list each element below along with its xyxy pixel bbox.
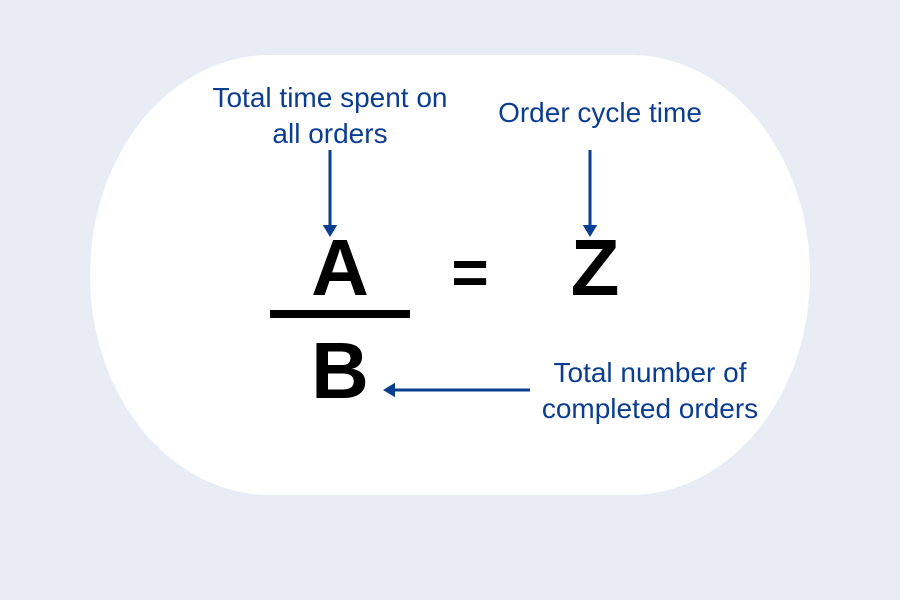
variable-a: A <box>295 222 385 314</box>
label-order-cycle-time: Order cycle time <box>470 95 730 131</box>
label-line: completed orders <box>542 393 758 424</box>
label-completed-orders: Total number of completed orders <box>520 355 780 428</box>
fraction-bar <box>270 310 410 318</box>
variable-b: B <box>295 325 385 417</box>
label-line: Order cycle time <box>498 97 702 128</box>
label-line: Total number of <box>554 357 747 388</box>
label-total-time: Total time spent on all orders <box>160 80 500 153</box>
label-line: Total time spent on <box>212 82 447 113</box>
equals-sign: = <box>430 235 510 309</box>
variable-z: Z <box>550 222 640 314</box>
label-line: all orders <box>272 118 387 149</box>
arrow-to-denominator-icon <box>383 370 530 410</box>
